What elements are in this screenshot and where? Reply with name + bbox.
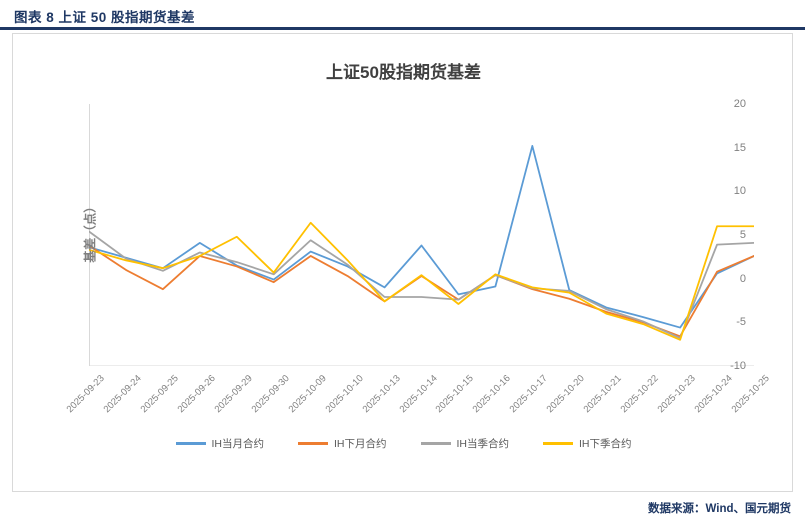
legend-label: IH下月合约 bbox=[334, 438, 387, 450]
legend-swatch-icon bbox=[543, 442, 573, 445]
y-tick-label: 0 bbox=[739, 272, 746, 285]
legend-item[interactable]: IH当月合约 bbox=[175, 436, 265, 451]
y-tick-label: -5 bbox=[736, 316, 746, 329]
series-line bbox=[89, 221, 754, 341]
line-chart-svg bbox=[89, 104, 754, 366]
figure-title: 图表 8 上证 50 股指期货基差 bbox=[14, 10, 196, 25]
figure-header: 图表 8 上证 50 股指期货基差 bbox=[0, 0, 805, 30]
y-tick-label: 5 bbox=[739, 229, 746, 241]
legend-swatch-icon bbox=[175, 442, 206, 445]
chart-title: 上证50股指期货基差 bbox=[326, 63, 481, 82]
legend-swatch-icon bbox=[298, 442, 328, 445]
y-axis-label: 基差（点） bbox=[83, 200, 98, 263]
legend-swatch-icon bbox=[420, 442, 451, 445]
legend-label: IH当季合约 bbox=[456, 438, 510, 450]
y-tick-label: 20 bbox=[733, 98, 746, 110]
legend-item[interactable]: IH下季合约 bbox=[543, 436, 632, 451]
chart-legend: IH当月合约 IH下月合约 IH当季合约 IH下季合约 bbox=[13, 436, 794, 451]
legend-item[interactable]: IH当季合约 bbox=[420, 436, 510, 451]
series-line bbox=[89, 230, 754, 339]
legend-label: IH当月合约 bbox=[211, 438, 265, 450]
y-tick-label: 10 bbox=[733, 185, 746, 198]
series-line bbox=[89, 145, 754, 329]
plot-area: 基差（点） -10 -5 0 5 10 15 20 2025-09-23 2025-09-24… bbox=[65, 98, 772, 415]
legend-item[interactable]: IH下月合约 bbox=[298, 436, 387, 451]
y-tick-label: 15 bbox=[733, 141, 746, 154]
chart-container: 上证50股指期货基差 基差（点） -10 -5 0 5 10 15 20 2025-09-2… bbox=[12, 33, 793, 492]
legend-label: IH下季合约 bbox=[579, 438, 632, 450]
source-note: 数据来源：Wind、国元期货 bbox=[648, 503, 791, 515]
y-tick-label: -10 bbox=[730, 360, 746, 372]
